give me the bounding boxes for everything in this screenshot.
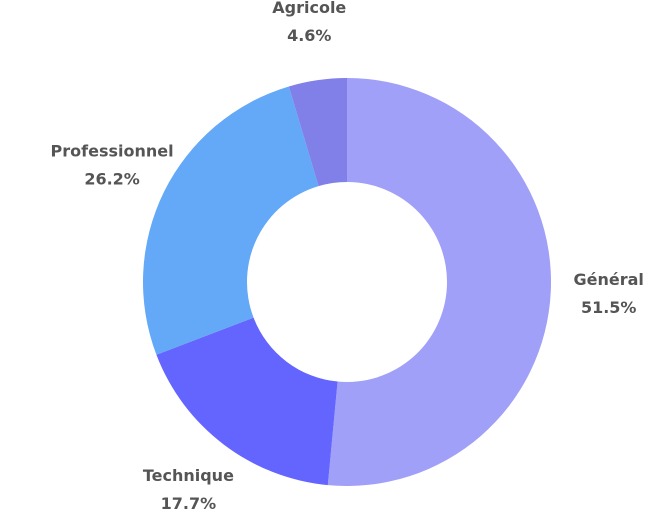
- slice-value: 26.2%: [84, 169, 140, 188]
- donut-slice: [156, 317, 338, 486]
- slice-value: 51.5%: [581, 298, 637, 317]
- slice-label: Agricole: [272, 0, 346, 17]
- donut-slice: [288, 78, 347, 187]
- donut-slice: [142, 86, 319, 355]
- slice-value: 4.6%: [287, 26, 331, 45]
- slice-label: Général: [574, 270, 644, 289]
- slice-label: Technique: [143, 466, 234, 485]
- slice-value: 17.7%: [161, 494, 217, 513]
- donut-slice: [327, 78, 552, 486]
- slice-label: Professionnel: [51, 141, 174, 160]
